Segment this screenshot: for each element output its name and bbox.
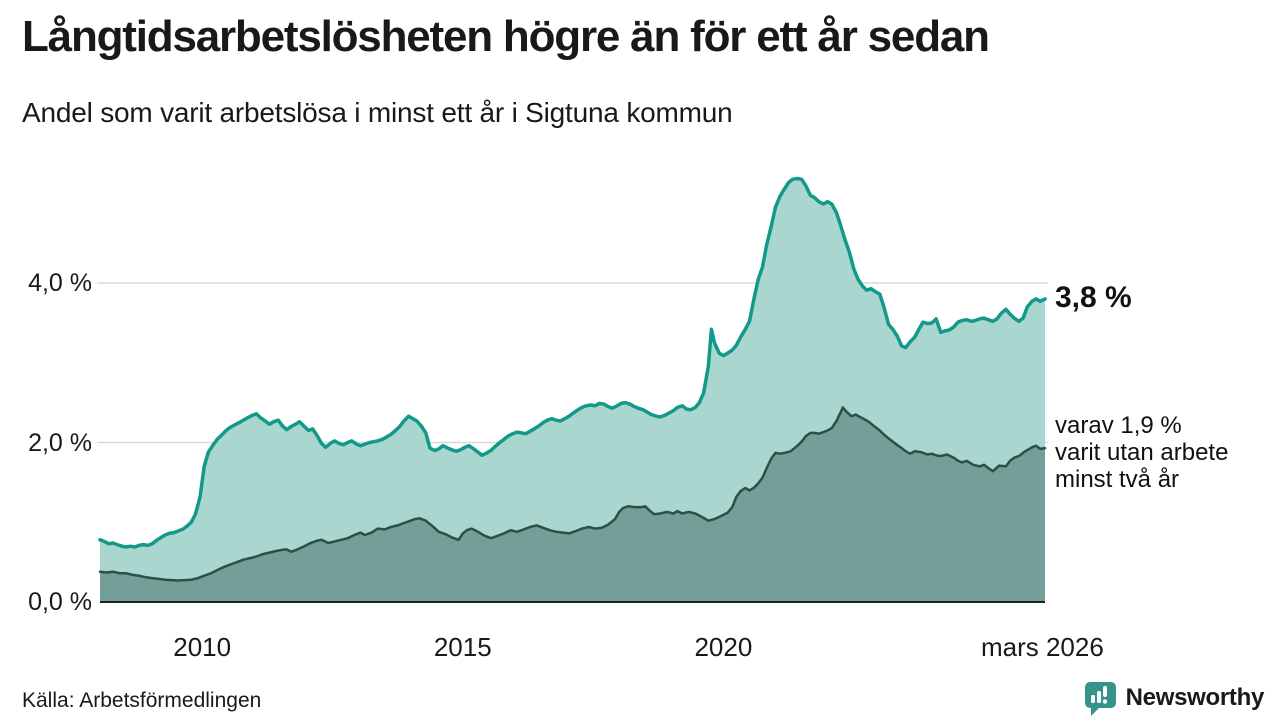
x-tick-label: 2010 — [173, 632, 232, 662]
annotation-line: minst två år — [1055, 466, 1180, 493]
chart-subtitle: Andel som varit arbetslösa i minst ett å… — [22, 97, 733, 128]
annotation-line: varav 1,9 % — [1055, 412, 1182, 439]
y-tick-label: 0,0 % — [28, 588, 92, 616]
newsworthy-logo[interactable]: Newsworthy — [1082, 680, 1264, 716]
last-value-annotation: 3,8 % — [1055, 281, 1132, 314]
annotation-line: varit utan arbete — [1055, 439, 1229, 466]
newsworthy-wordmark: Newsworthy — [1125, 684, 1265, 711]
chart-title: Långtidsarbetslösheten högre än för ett … — [22, 12, 990, 61]
x-tick-label: 2015 — [433, 632, 492, 662]
secondary-series-annotation: varav 1,9 % varit utan arbete minst två … — [1055, 412, 1228, 493]
source-note: Källa: Arbetsförmedlingen — [22, 689, 262, 712]
x-tick-label: 2020 — [694, 632, 753, 662]
x-tick-label: mars 2026 — [980, 632, 1104, 662]
y-tick-label: 2,0 % — [28, 428, 92, 457]
y-tick-label: 4,0 % — [28, 269, 92, 297]
newsworthy-icon — [1084, 682, 1116, 716]
